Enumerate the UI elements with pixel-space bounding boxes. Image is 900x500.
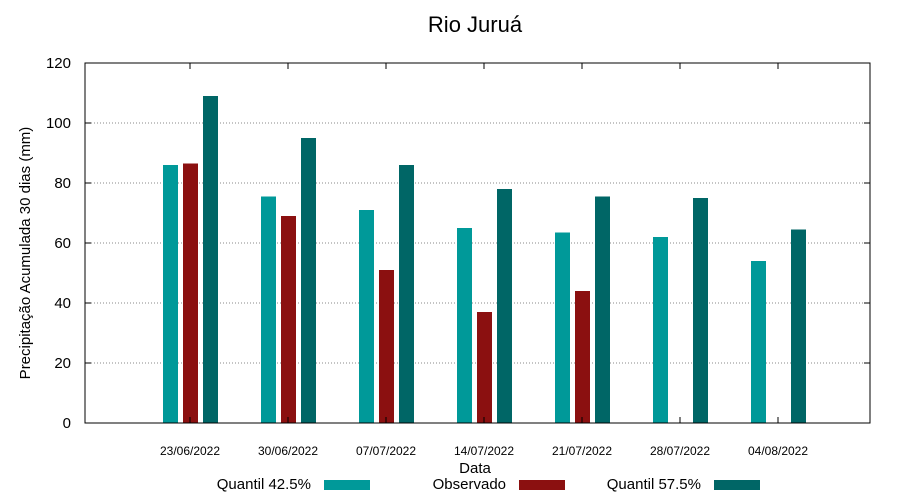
x-tick-label: 04/08/2022 (748, 444, 808, 458)
bar (379, 270, 394, 423)
bar (555, 232, 570, 423)
bars-layer (163, 96, 806, 423)
y-tick-label: 20 (54, 355, 71, 372)
bar (791, 229, 806, 423)
legend: Quantil 42.5% Observado Quantil 57.5% (217, 476, 760, 493)
bar (693, 198, 708, 423)
bar (751, 261, 766, 423)
y-tick-label: 120 (46, 55, 71, 72)
bar (457, 228, 472, 423)
bar (281, 216, 296, 423)
bar (301, 138, 316, 423)
x-axis-label: Data (459, 460, 491, 477)
legend-swatch (324, 480, 370, 490)
y-axis-label: Precipitação Acumulada 30 dias (mm) (17, 127, 34, 380)
legend-label: Quantil 57.5% (607, 476, 701, 493)
bar (183, 163, 198, 423)
x-tick-label: 07/07/2022 (356, 444, 416, 458)
bar (477, 312, 492, 423)
y-tick-label: 80 (54, 175, 71, 192)
x-tick-label: 21/07/2022 (552, 444, 612, 458)
bar (261, 196, 276, 423)
legend-label: Quantil 42.5% (217, 476, 311, 493)
bar (203, 96, 218, 423)
bar (359, 210, 374, 423)
y-tick-label: 0 (63, 415, 71, 432)
chart-title: Rio Juruá (428, 12, 523, 37)
bar (575, 291, 590, 423)
x-tick-label: 28/07/2022 (650, 444, 710, 458)
x-tick-label: 30/06/2022 (258, 444, 318, 458)
y-tick-label: 60 (54, 235, 71, 252)
legend-label: Observado (433, 476, 506, 493)
bar (595, 196, 610, 423)
legend-swatch (714, 480, 760, 490)
x-tick-label: 23/06/2022 (160, 444, 220, 458)
axis-layer: 0 20 40 60 80 100 120 23/06/2022 30/06/2022 07/07… (46, 55, 870, 458)
grid-layer (85, 122, 870, 364)
x-tick-label: 14/07/2022 (454, 444, 514, 458)
bar (653, 237, 668, 423)
legend-swatch (519, 480, 565, 490)
bar (163, 165, 178, 423)
y-tick-label: 100 (46, 115, 71, 132)
y-tick-label: 40 (54, 295, 71, 312)
bar (497, 189, 512, 423)
bar (399, 165, 414, 423)
